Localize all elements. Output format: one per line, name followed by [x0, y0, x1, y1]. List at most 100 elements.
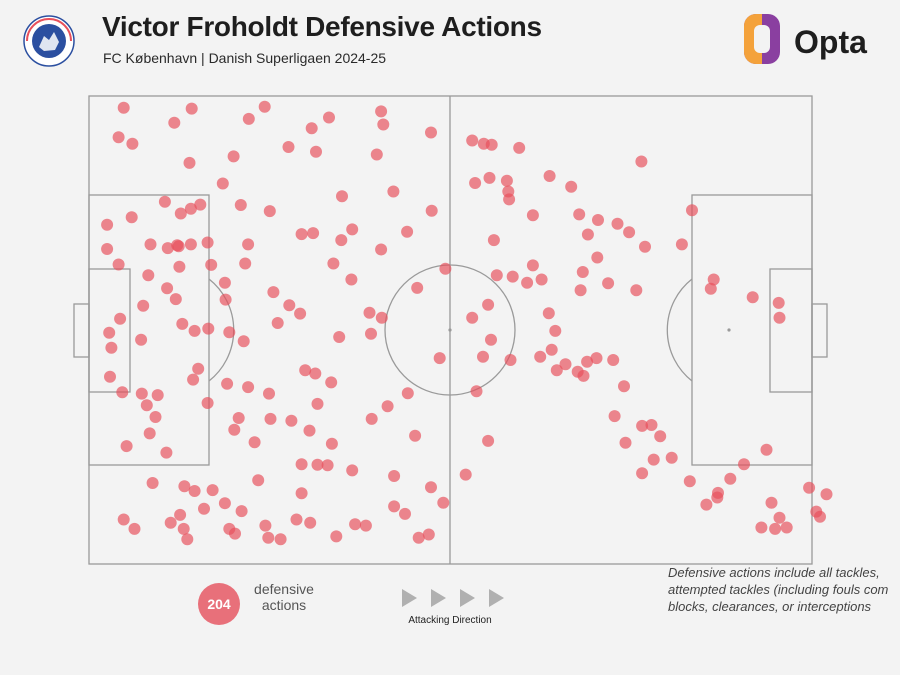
- right-penalty-arc: [666, 278, 693, 382]
- defensive-action-point: [307, 227, 320, 240]
- defensive-action-point: [485, 138, 498, 151]
- defensive-action-point: [618, 380, 630, 393]
- defensive-action-point: [683, 475, 696, 488]
- defensive-action-point: [675, 238, 688, 251]
- defensive-action-point: [218, 276, 231, 289]
- defensive-action-point: [526, 209, 539, 222]
- defensive-action-point: [125, 211, 138, 224]
- defensive-action-point: [242, 238, 255, 251]
- defensive-action-point: [636, 419, 649, 432]
- defensive-action-point: [151, 389, 164, 402]
- defensive-action-point: [221, 377, 234, 390]
- defensive-action-point: [239, 257, 252, 270]
- defensive-action-point: [263, 205, 276, 218]
- defensive-action-point: [574, 284, 587, 297]
- defensive-action-point: [712, 486, 724, 499]
- defensive-action-point: [573, 208, 586, 221]
- defensive-action-point: [425, 204, 438, 217]
- defensive-action-point: [263, 387, 275, 400]
- defensive-action-point: [401, 387, 414, 400]
- defensive-action-point: [487, 234, 500, 247]
- defensive-action-point: [178, 480, 191, 493]
- defensive-action-point: [117, 101, 130, 114]
- defensive-action-point: [760, 443, 773, 456]
- defensive-action-point: [120, 440, 133, 453]
- defensive-action-point: [235, 505, 248, 518]
- defensive-action-point: [160, 446, 173, 459]
- defensive-action-point: [755, 521, 768, 534]
- defensive-action-point: [232, 412, 245, 424]
- defensive-action-point: [112, 131, 125, 144]
- defensive-action-point: [773, 311, 786, 324]
- defensive-action-point: [101, 218, 114, 231]
- defensive-action-point: [172, 240, 185, 253]
- defensive-action-point: [192, 362, 205, 375]
- defensive-action-point: [365, 412, 378, 425]
- defensive-action-point: [769, 522, 782, 535]
- defensive-action-point: [619, 436, 632, 449]
- defensive-action-point: [590, 352, 603, 365]
- defensive-action-point: [665, 451, 678, 464]
- defensive-action-point: [164, 516, 177, 529]
- defensive-action-point: [365, 327, 377, 340]
- defensive-action-point: [258, 100, 271, 113]
- defensive-action-point: [248, 436, 261, 449]
- defensive-action-point: [262, 531, 275, 544]
- defensive-action-point: [542, 307, 555, 320]
- defensive-action-point: [303, 424, 316, 437]
- defensive-action-point: [295, 458, 308, 471]
- defensive-action-point: [399, 507, 411, 520]
- defensive-action-point: [534, 350, 547, 363]
- defensive-action-point: [311, 397, 324, 410]
- defensive-action-point: [194, 198, 207, 211]
- defensive-action-point: [218, 497, 231, 510]
- defensive-action-point: [422, 528, 435, 541]
- opta-logo-text: Opta: [794, 24, 867, 60]
- defensive-action-point: [285, 414, 298, 427]
- defensive-action-point: [581, 228, 594, 241]
- defensive-action-point: [202, 322, 215, 335]
- right-goal: [811, 303, 828, 358]
- attacking-direction-label: Attacking Direction: [408, 615, 492, 626]
- defensive-action-point: [310, 145, 322, 158]
- defensive-action-point: [724, 472, 737, 485]
- defensive-action-point: [459, 468, 472, 481]
- defensive-action-point: [504, 354, 517, 366]
- right-penalty-box: [691, 194, 813, 466]
- defensive-action-point: [176, 317, 189, 330]
- defensive-action-point: [198, 502, 210, 515]
- defensive-action-point: [216, 177, 229, 190]
- right-six-yard-box: [769, 268, 813, 393]
- defensive-action-point: [591, 251, 604, 264]
- defensive-action-point: [746, 291, 759, 304]
- defensive-action-point: [543, 170, 556, 182]
- defensive-action-point: [780, 521, 793, 534]
- defensive-action-point: [707, 273, 720, 286]
- defensive-action-point: [425, 126, 437, 139]
- defensive-action-point: [252, 474, 265, 487]
- defensive-action-point: [140, 399, 153, 412]
- defensive-action-point: [425, 481, 437, 494]
- defensive-action-point: [295, 228, 308, 241]
- defensive-action-point: [223, 522, 236, 535]
- defensive-action-point: [506, 270, 519, 283]
- action-count-label-line2: actions: [261, 597, 307, 613]
- defensive-action-point: [483, 171, 496, 184]
- defensive-action-point: [345, 273, 358, 286]
- defensive-action-point: [346, 464, 359, 477]
- defensive-action-point: [639, 240, 651, 253]
- defensive-action-point: [116, 386, 129, 399]
- defensive-action-point: [126, 137, 139, 150]
- action-count-label-line1: defensive: [254, 581, 314, 597]
- defensive-action-point: [482, 434, 495, 447]
- defensive-action-point: [173, 260, 186, 273]
- defensive-action-point: [185, 102, 198, 115]
- defensive-action-point: [188, 324, 201, 337]
- defensive-action-point: [237, 335, 250, 348]
- defensive-action-point: [359, 519, 372, 532]
- defensive-action-point: [274, 533, 287, 546]
- club-crest-icon: [23, 15, 75, 67]
- defensive-action-point: [144, 238, 157, 251]
- defensive-action-point: [304, 516, 317, 529]
- defensive-action-point: [503, 193, 516, 206]
